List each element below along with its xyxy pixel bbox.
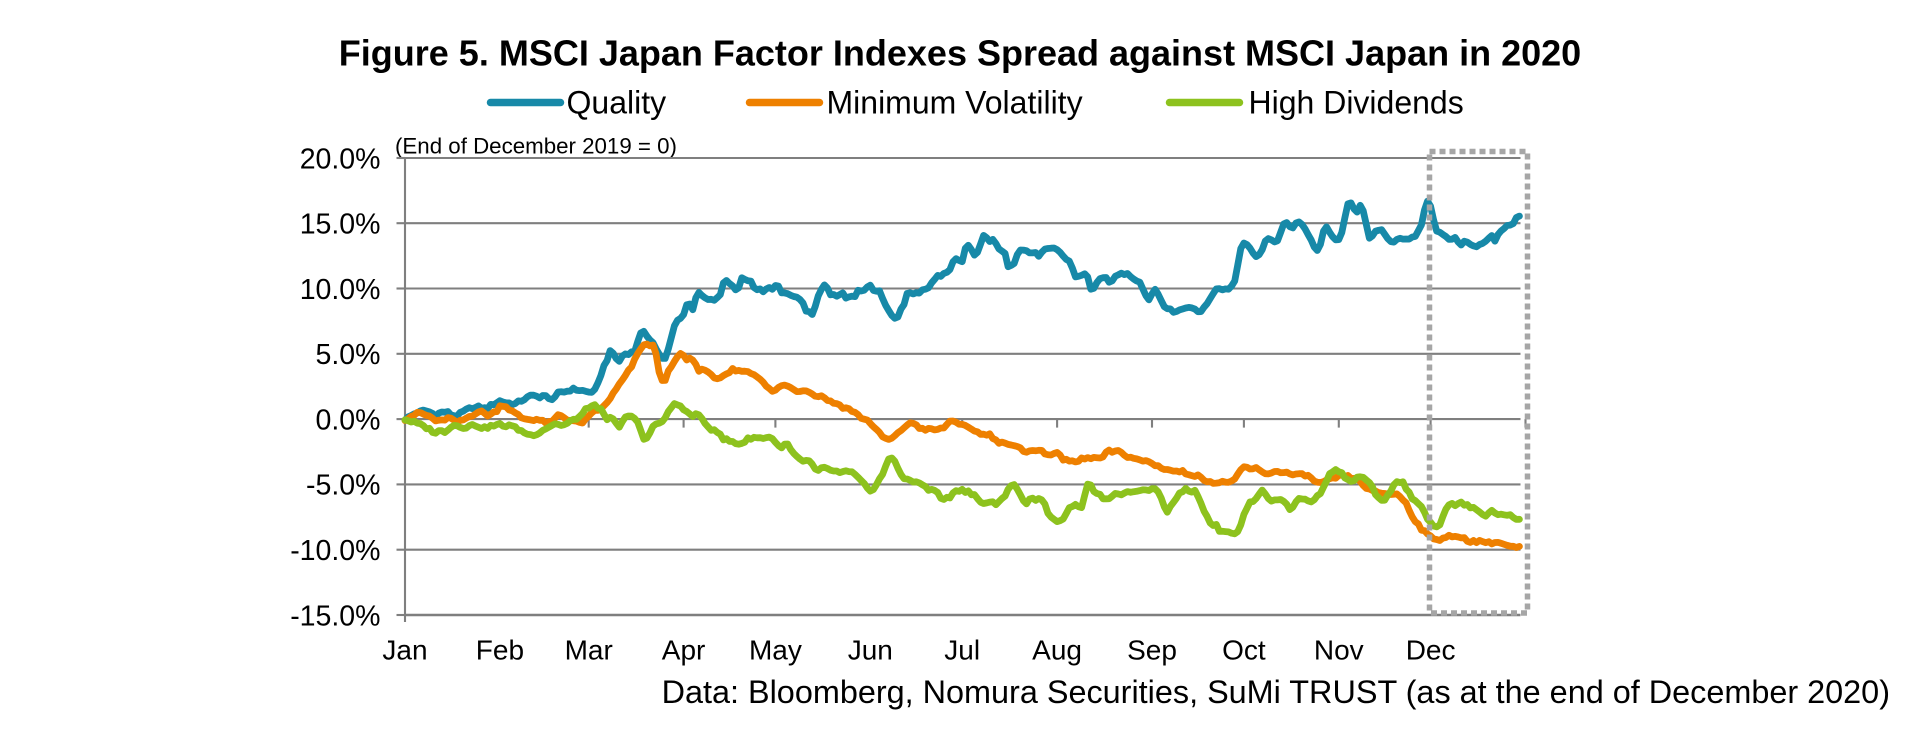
svg-text:Apr: Apr (662, 635, 706, 666)
svg-text:(End of December 2019 = 0): (End of December 2019 = 0) (395, 134, 677, 159)
svg-text:Nov: Nov (1314, 635, 1364, 666)
svg-text:May: May (749, 635, 802, 666)
svg-text:10.0%: 10.0% (300, 274, 381, 306)
svg-text:0.0%: 0.0% (316, 404, 381, 436)
svg-text:-15.0%: -15.0% (290, 600, 380, 632)
svg-text:20.0%: 20.0% (300, 143, 381, 175)
svg-text:Oct: Oct (1222, 635, 1266, 666)
svg-text:-10.0%: -10.0% (290, 535, 380, 567)
svg-text:Jan: Jan (382, 635, 427, 666)
svg-text:Sep: Sep (1127, 635, 1177, 666)
svg-text:Data: Bloomberg, Nomura Securi: Data: Bloomberg, Nomura Securities, SuMi… (662, 674, 1890, 710)
svg-text:Aug: Aug (1032, 635, 1082, 666)
svg-text:Dec: Dec (1406, 635, 1456, 666)
svg-text:High Dividends: High Dividends (1249, 85, 1464, 121)
svg-text:-5.0%: -5.0% (306, 470, 380, 502)
svg-text:Quality: Quality (567, 85, 667, 121)
svg-text:Minimum Volatility: Minimum Volatility (827, 85, 1083, 121)
svg-text:15.0%: 15.0% (300, 209, 381, 241)
svg-text:Figure 5. MSCI Japan Factor In: Figure 5. MSCI Japan Factor Indexes Spre… (339, 33, 1581, 74)
svg-text:Feb: Feb (476, 635, 524, 666)
svg-text:5.0%: 5.0% (316, 339, 381, 371)
svg-text:Jul: Jul (944, 635, 980, 666)
svg-text:Mar: Mar (565, 635, 613, 666)
svg-text:Jun: Jun (848, 635, 893, 666)
